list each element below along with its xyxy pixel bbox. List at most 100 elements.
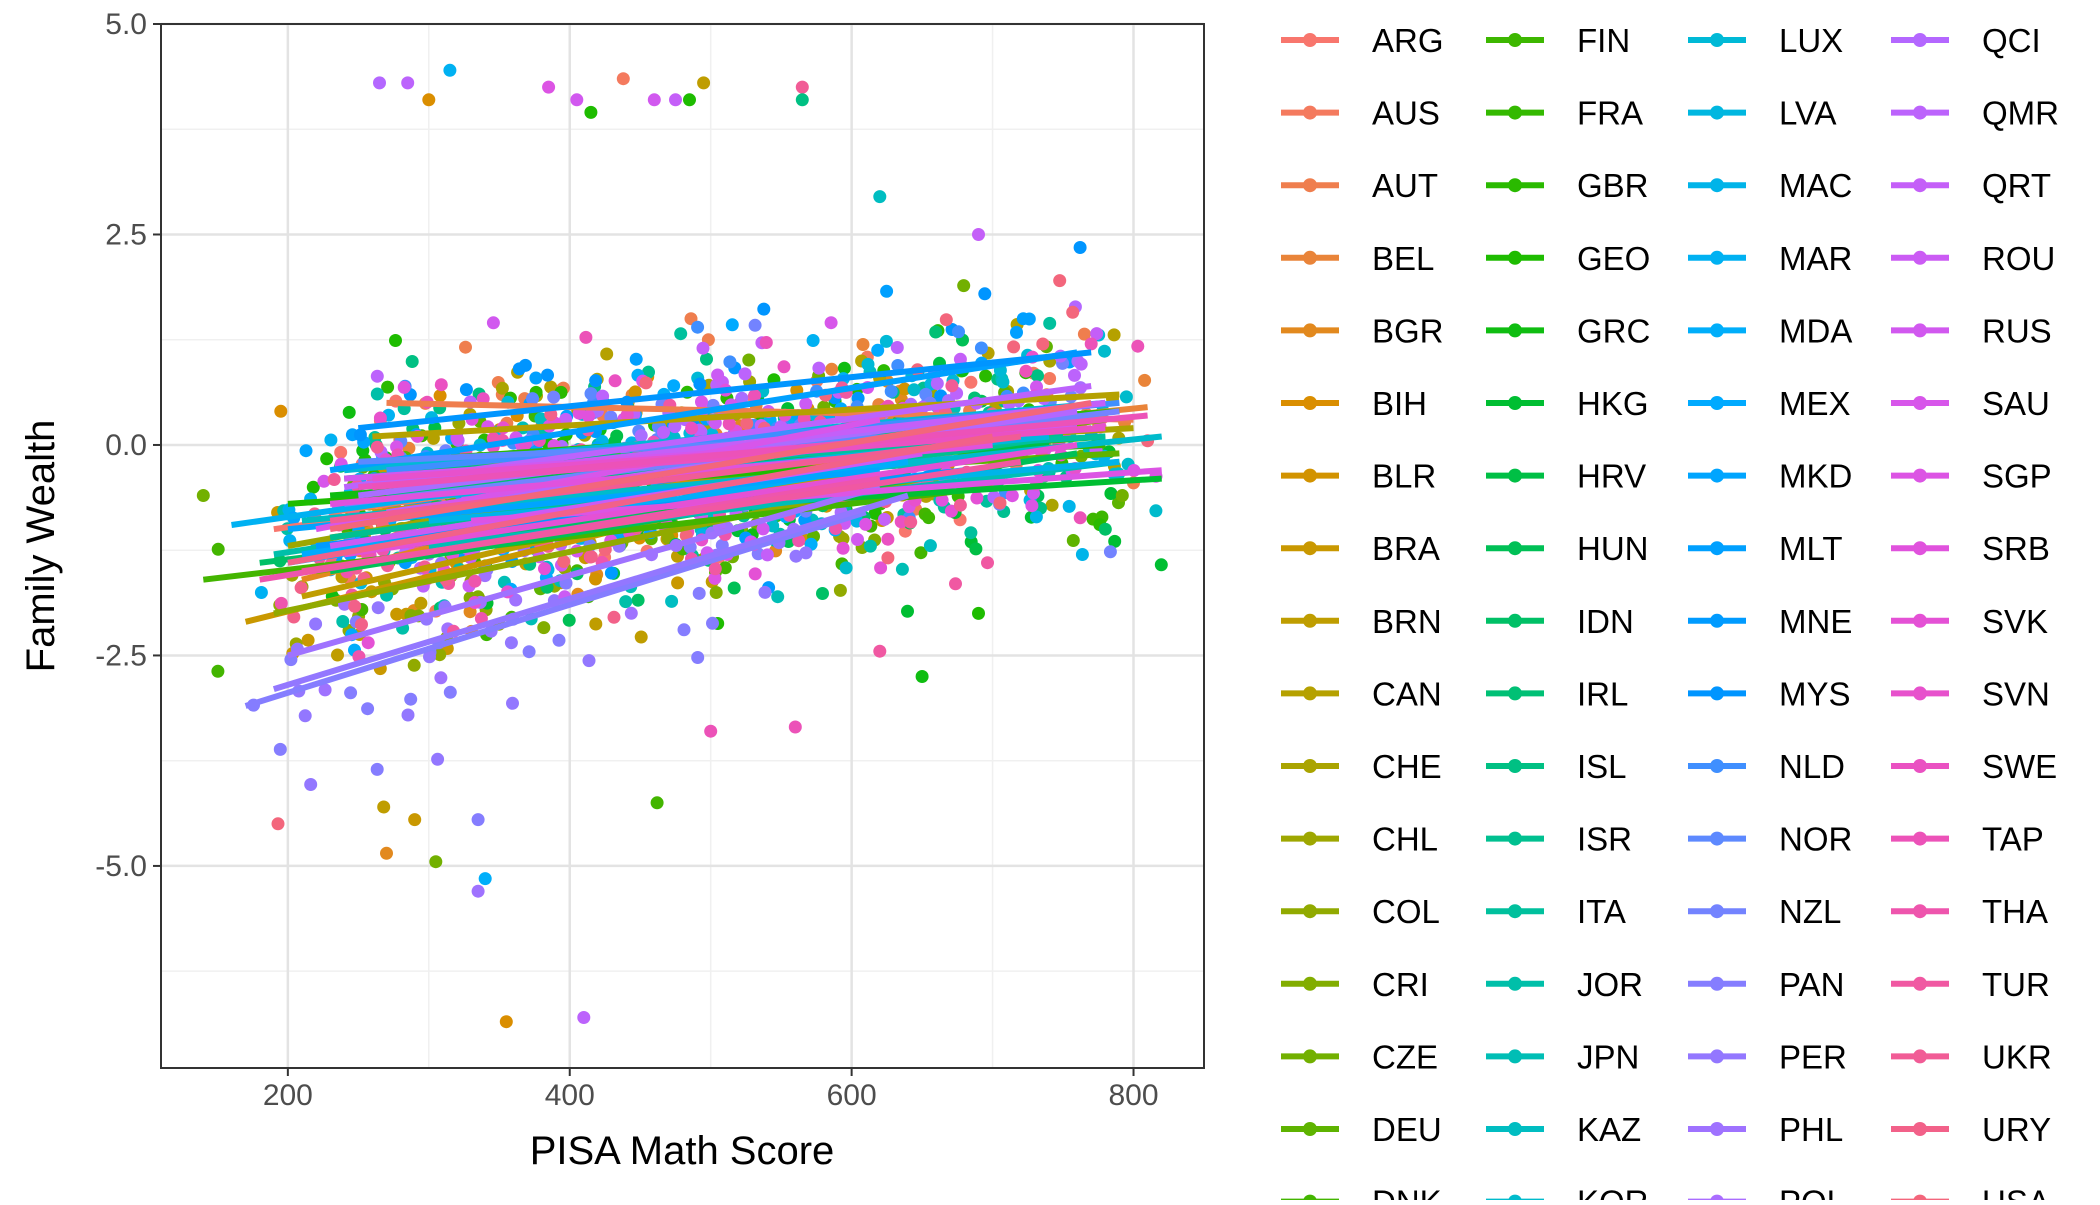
legend-key-idn: IDN xyxy=(1486,603,1634,640)
data-point xyxy=(1154,558,1168,572)
data-point xyxy=(429,855,443,869)
data-point xyxy=(871,343,885,357)
data-point xyxy=(894,515,908,529)
legend-key-tha: THA xyxy=(1891,893,2048,930)
data-point xyxy=(1090,327,1104,341)
data-point xyxy=(695,395,708,409)
legend-key-irl: IRL xyxy=(1486,675,1628,712)
legend-marker xyxy=(1710,33,1724,47)
data-point xyxy=(634,630,648,644)
data-point xyxy=(760,548,774,562)
legend-key-sgp: SGP xyxy=(1891,458,2052,495)
data-point xyxy=(401,76,415,90)
legend-label: SWE xyxy=(1982,748,2057,785)
legend-marker xyxy=(1303,613,1317,628)
data-point xyxy=(433,648,447,662)
data-point xyxy=(390,607,404,621)
legend-label: JPN xyxy=(1577,1038,1639,1075)
legend-marker xyxy=(1508,33,1522,47)
legend-label: TAP xyxy=(1982,821,2044,858)
legend-marker xyxy=(1913,541,1927,556)
data-point xyxy=(1138,373,1152,387)
data-point xyxy=(677,623,691,637)
data-point xyxy=(795,80,809,94)
data-point xyxy=(459,340,472,354)
legend-key-nld: NLD xyxy=(1688,748,1845,785)
data-point xyxy=(370,387,384,401)
data-point xyxy=(856,338,870,351)
legend-marker xyxy=(1710,1194,1724,1205)
y-tick-label: -2.5 xyxy=(95,639,147,672)
legend-label: ITA xyxy=(1577,893,1626,930)
data-point xyxy=(723,355,737,369)
data-point xyxy=(608,374,622,388)
legend-marker xyxy=(1303,976,1317,991)
legend-marker xyxy=(1913,178,1927,193)
data-point xyxy=(708,562,722,576)
legend-marker xyxy=(1508,759,1522,773)
data-point xyxy=(915,670,929,683)
data-point xyxy=(957,279,971,293)
legend-key-col: COL xyxy=(1281,893,1440,930)
data-point xyxy=(740,417,754,430)
legend-key-kaz: KAZ xyxy=(1486,1111,1641,1148)
legend-label: BRA xyxy=(1372,530,1440,567)
legend-marker xyxy=(1913,613,1927,628)
trend-line-svk xyxy=(343,442,1078,558)
legend-label: SVK xyxy=(1982,603,2048,640)
legend-key-per: PER xyxy=(1688,1038,1847,1075)
data-point xyxy=(1119,390,1133,404)
data-point xyxy=(541,368,554,382)
legend-label: MEX xyxy=(1779,385,1851,422)
data-point xyxy=(696,341,710,355)
data-point xyxy=(529,371,543,385)
legend-label: ARG xyxy=(1372,22,1444,59)
legend-key-hrv: HRV xyxy=(1486,458,1646,495)
legend-label: NZL xyxy=(1779,893,1841,930)
legend-marker xyxy=(1913,904,1927,919)
data-point xyxy=(562,613,576,627)
data-point xyxy=(890,341,904,354)
legend-marker xyxy=(1710,178,1724,193)
data-point xyxy=(1031,369,1044,383)
legend-marker xyxy=(1508,105,1522,120)
data-point xyxy=(407,658,421,672)
legend-key-fin: FIN xyxy=(1486,22,1630,59)
legend-label: FIN xyxy=(1577,22,1630,59)
data-point xyxy=(304,778,318,791)
data-point xyxy=(709,586,723,599)
data-point xyxy=(211,542,225,556)
legend-marker xyxy=(1913,468,1927,483)
data-point xyxy=(537,621,551,635)
data-point xyxy=(953,498,967,512)
data-point xyxy=(334,445,348,459)
data-point xyxy=(969,542,983,556)
legend-label: MYS xyxy=(1779,675,1851,712)
data-point xyxy=(509,593,523,607)
legend-marker xyxy=(1303,33,1317,47)
legend-label: GEO xyxy=(1577,240,1650,277)
legend-label: AUS xyxy=(1372,95,1440,132)
data-point xyxy=(859,517,873,531)
y-tick-label: -5.0 xyxy=(95,850,147,883)
legend-marker xyxy=(1508,178,1522,193)
data-point xyxy=(863,539,877,553)
data-point xyxy=(929,325,943,339)
legend-label: HUN xyxy=(1577,530,1649,567)
data-point xyxy=(978,287,992,301)
data-point xyxy=(738,367,752,381)
legend-marker xyxy=(1710,541,1724,556)
legend-marker xyxy=(1710,1122,1724,1136)
legend-key-kor: KOR xyxy=(1486,1184,1649,1205)
data-point xyxy=(777,360,791,374)
data-point xyxy=(671,576,685,590)
data-point xyxy=(589,374,603,388)
legend-marker xyxy=(1303,686,1317,701)
data-point xyxy=(727,581,741,595)
data-point xyxy=(629,352,643,366)
data-point xyxy=(620,408,634,422)
data-point xyxy=(628,385,642,399)
data-point xyxy=(476,392,490,406)
legend-key-pan: PAN xyxy=(1688,966,1844,1003)
legend-marker xyxy=(1508,323,1522,338)
